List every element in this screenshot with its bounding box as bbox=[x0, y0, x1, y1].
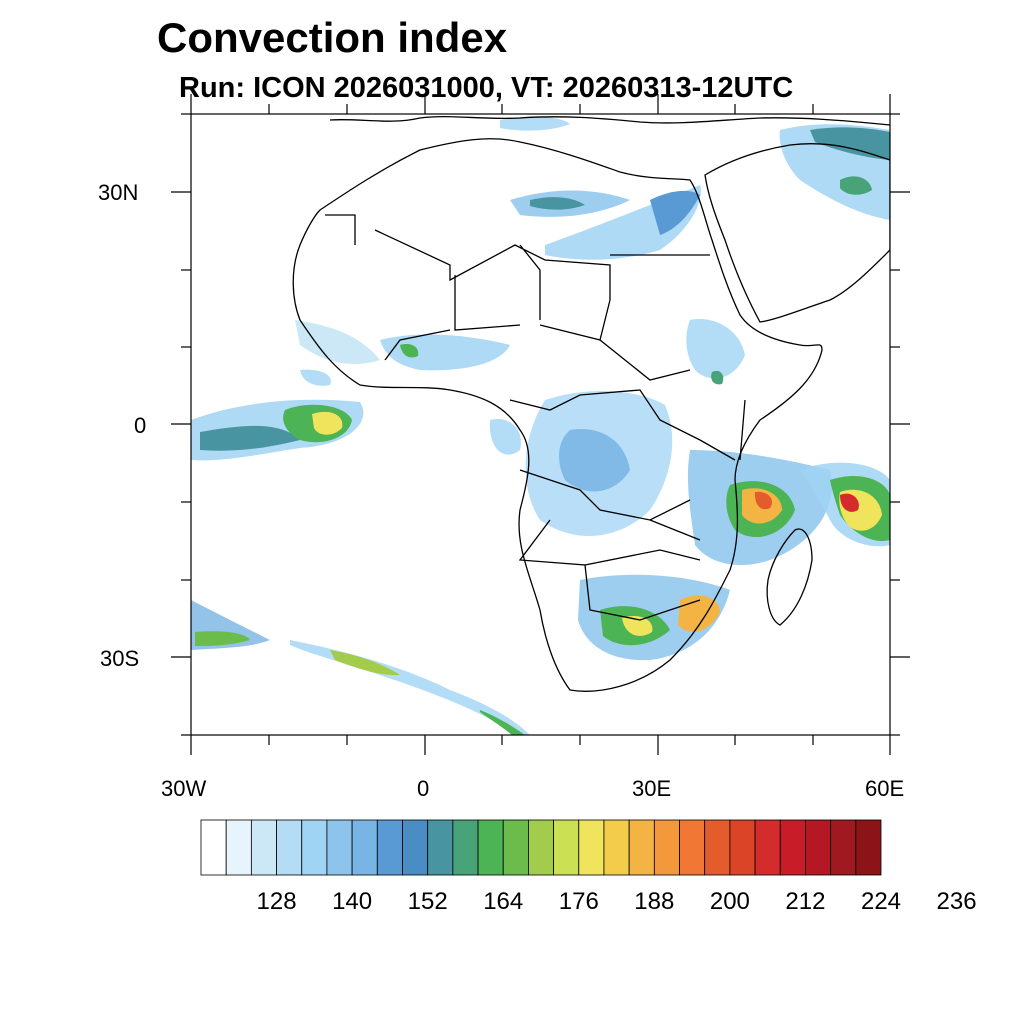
colorbar-swatch bbox=[830, 819, 857, 876]
colorbar-swatch bbox=[250, 819, 277, 876]
colorbar-swatch bbox=[628, 819, 655, 876]
colorbar-label: 224 bbox=[860, 888, 902, 915]
colorbar-swatch bbox=[452, 819, 479, 876]
colorbar-label: 128 bbox=[256, 888, 297, 915]
convection-core bbox=[678, 595, 720, 632]
colorbar-swatch bbox=[427, 819, 454, 876]
colorbar-swatch bbox=[528, 819, 554, 876]
lat-label-0: 0 bbox=[134, 413, 147, 438]
europe-coastline bbox=[329, 115, 890, 126]
convection-core bbox=[195, 631, 250, 646]
colorbar-swatch bbox=[402, 819, 429, 876]
colorbar-swatch bbox=[603, 819, 630, 876]
arabia-coastline bbox=[704, 143, 890, 323]
convection-area bbox=[489, 419, 521, 455]
convection-core bbox=[711, 370, 724, 385]
convection-area bbox=[500, 116, 570, 131]
lat-label-30n: 30N bbox=[98, 180, 139, 205]
convection-core bbox=[558, 429, 630, 492]
colorbar-swatch bbox=[200, 819, 227, 876]
colorbar-label: 152 bbox=[407, 888, 448, 915]
colorbar-swatch bbox=[301, 819, 328, 876]
convection-area bbox=[380, 334, 510, 371]
lon-label-30e: 30E bbox=[632, 776, 672, 801]
convection-core bbox=[840, 176, 872, 195]
colorbar-swatch bbox=[553, 819, 580, 876]
colorbar-label: 164 bbox=[483, 888, 524, 915]
colorbar-swatch bbox=[477, 819, 504, 876]
colorbar-label: 176 bbox=[558, 888, 599, 915]
cyclone-eye bbox=[840, 493, 859, 512]
africa-coastline bbox=[292, 138, 823, 692]
convection-area bbox=[686, 319, 745, 379]
convection-core bbox=[622, 615, 653, 636]
convection-core bbox=[330, 650, 400, 676]
lon-label-0: 0 bbox=[417, 776, 430, 801]
convection-area bbox=[200, 425, 300, 451]
convection-core bbox=[810, 127, 890, 160]
convection-core bbox=[650, 190, 700, 235]
lon-label-30w: 30W bbox=[161, 776, 207, 801]
convection-field bbox=[191, 116, 890, 735]
convection-core bbox=[754, 491, 773, 510]
coastlines bbox=[292, 115, 890, 692]
convection-area bbox=[295, 320, 380, 365]
colorbar-swatch bbox=[729, 819, 756, 876]
chart-subtitle: Run: ICON 2026031000, VT: 20260313-12UTC bbox=[179, 72, 794, 104]
convection-core bbox=[312, 411, 343, 435]
colorbar-label: 140 bbox=[332, 888, 373, 915]
colorbar-label: 212 bbox=[785, 888, 826, 915]
colorbar bbox=[200, 819, 882, 876]
convection-area bbox=[300, 369, 331, 386]
colorbar-swatch bbox=[376, 819, 403, 876]
colorbar-swatch bbox=[679, 819, 706, 876]
lat-label-30s: 30S bbox=[100, 646, 140, 671]
colorbar-swatch bbox=[502, 819, 529, 876]
convection-core bbox=[530, 197, 585, 210]
colorbar-swatch bbox=[351, 819, 378, 876]
borders bbox=[325, 214, 746, 621]
colorbar-swatch bbox=[779, 819, 806, 876]
chart-title: Convection index bbox=[157, 14, 508, 61]
colorbar-swatch bbox=[855, 819, 882, 876]
lon-label-60e: 60E bbox=[865, 776, 905, 801]
colorbar-swatch bbox=[754, 819, 781, 876]
colorbar-swatch bbox=[805, 819, 832, 876]
colorbar-label: 236 bbox=[936, 888, 977, 915]
colorbar-swatch bbox=[326, 819, 353, 876]
convection-core bbox=[400, 344, 419, 358]
colorbar-swatch bbox=[653, 819, 680, 876]
convection-core bbox=[480, 710, 525, 735]
madagascar-coastline bbox=[766, 528, 813, 626]
colorbar-swatch bbox=[704, 819, 731, 876]
colorbar-swatch bbox=[276, 819, 303, 876]
colorbar-label: 200 bbox=[709, 888, 750, 915]
colorbar-label: 188 bbox=[634, 888, 675, 915]
axis-ticks bbox=[171, 94, 910, 755]
colorbar-swatch bbox=[578, 819, 605, 876]
colorbar-swatch bbox=[225, 819, 252, 876]
